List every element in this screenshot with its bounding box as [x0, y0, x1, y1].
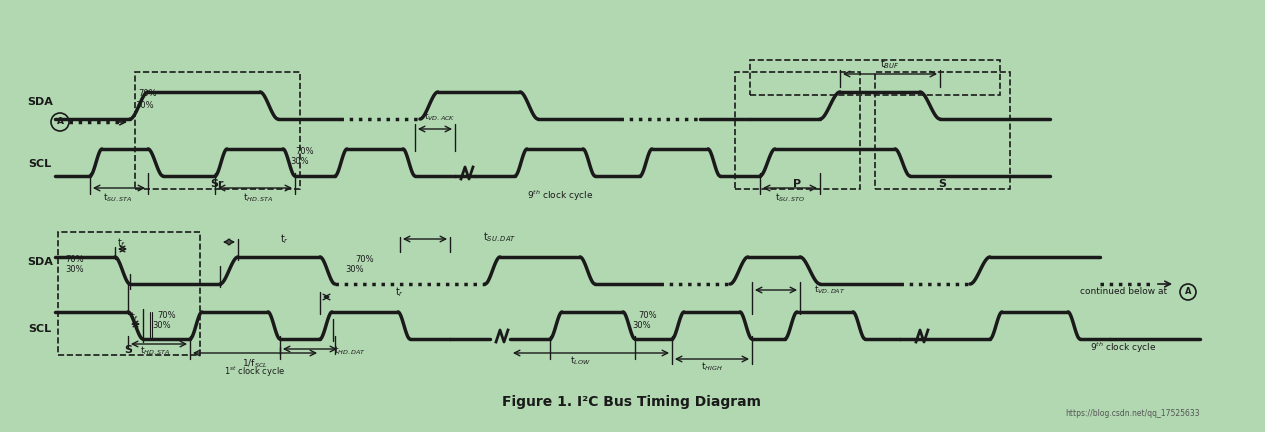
Text: t$_{HD.DAT}$: t$_{HD.DAT}$: [334, 345, 366, 357]
Text: t$_{LOW}$: t$_{LOW}$: [569, 355, 591, 367]
Text: 30%: 30%: [345, 266, 364, 274]
Text: SDA: SDA: [27, 97, 53, 107]
Bar: [750, 60, 1001, 95]
Text: 70%: 70%: [66, 254, 85, 264]
Text: 9$^{th}$ clock cycle: 9$^{th}$ clock cycle: [528, 189, 593, 203]
Bar: [58, 232, 200, 355]
Text: 30%: 30%: [632, 321, 651, 330]
Text: 1$^{st}$ clock cycle: 1$^{st}$ clock cycle: [224, 365, 286, 379]
Text: t$_{BUF}$: t$_{BUF}$: [880, 57, 899, 71]
Text: 9$^{th}$ clock cycle: 9$^{th}$ clock cycle: [1090, 341, 1156, 355]
Text: A: A: [57, 118, 63, 127]
Text: t$_{HD.STA}$: t$_{HD.STA}$: [140, 345, 170, 357]
Text: A: A: [1185, 288, 1192, 296]
Bar: [875, 72, 1009, 189]
Text: t$_{SU.DAT}$: t$_{SU.DAT}$: [483, 230, 516, 244]
Text: 30%: 30%: [153, 321, 171, 330]
Text: t$_{SU.STO}$: t$_{SU.STO}$: [775, 192, 805, 204]
Text: S: S: [939, 179, 946, 189]
Text: 70%: 70%: [639, 311, 658, 320]
Text: Sr: Sr: [210, 179, 224, 189]
Text: t$_{HD.STA}$: t$_{HD.STA}$: [243, 192, 273, 204]
Text: S: S: [124, 345, 132, 355]
Text: continued below at: continued below at: [1080, 288, 1168, 296]
Text: 30%: 30%: [291, 158, 310, 166]
Bar: [735, 72, 860, 189]
Text: t$_f$: t$_f$: [130, 310, 139, 324]
Text: SCL: SCL: [28, 324, 52, 334]
Text: t$_r$: t$_r$: [281, 232, 290, 246]
Text: SCL: SCL: [28, 159, 52, 169]
Text: 70%: 70%: [296, 147, 314, 156]
Text: t$_f$: t$_f$: [118, 236, 126, 250]
Text: t$_{VD.ACK}$: t$_{VD.ACK}$: [424, 111, 455, 123]
Text: 30%: 30%: [135, 101, 154, 109]
Text: 70%: 70%: [355, 254, 374, 264]
Text: SDA: SDA: [27, 257, 53, 267]
Text: https://blog.csdn.net/qq_17525633: https://blog.csdn.net/qq_17525633: [1065, 410, 1200, 419]
Bar: [135, 72, 300, 189]
Text: t$_{SU.STA}$: t$_{SU.STA}$: [104, 192, 133, 204]
Text: 30%: 30%: [66, 266, 85, 274]
Text: 70%: 70%: [139, 89, 157, 98]
Text: 70%: 70%: [158, 311, 176, 320]
Text: t$_{HIGH}$: t$_{HIGH}$: [701, 361, 722, 373]
Text: Figure 1. I²C Bus Timing Diagram: Figure 1. I²C Bus Timing Diagram: [502, 395, 762, 409]
Text: P: P: [793, 179, 801, 189]
Text: t$_{VD.DAT}$: t$_{VD.DAT}$: [815, 284, 846, 296]
Text: 1/f$_{SCL}$: 1/f$_{SCL}$: [242, 358, 268, 370]
Text: t$_r$: t$_r$: [396, 285, 405, 299]
